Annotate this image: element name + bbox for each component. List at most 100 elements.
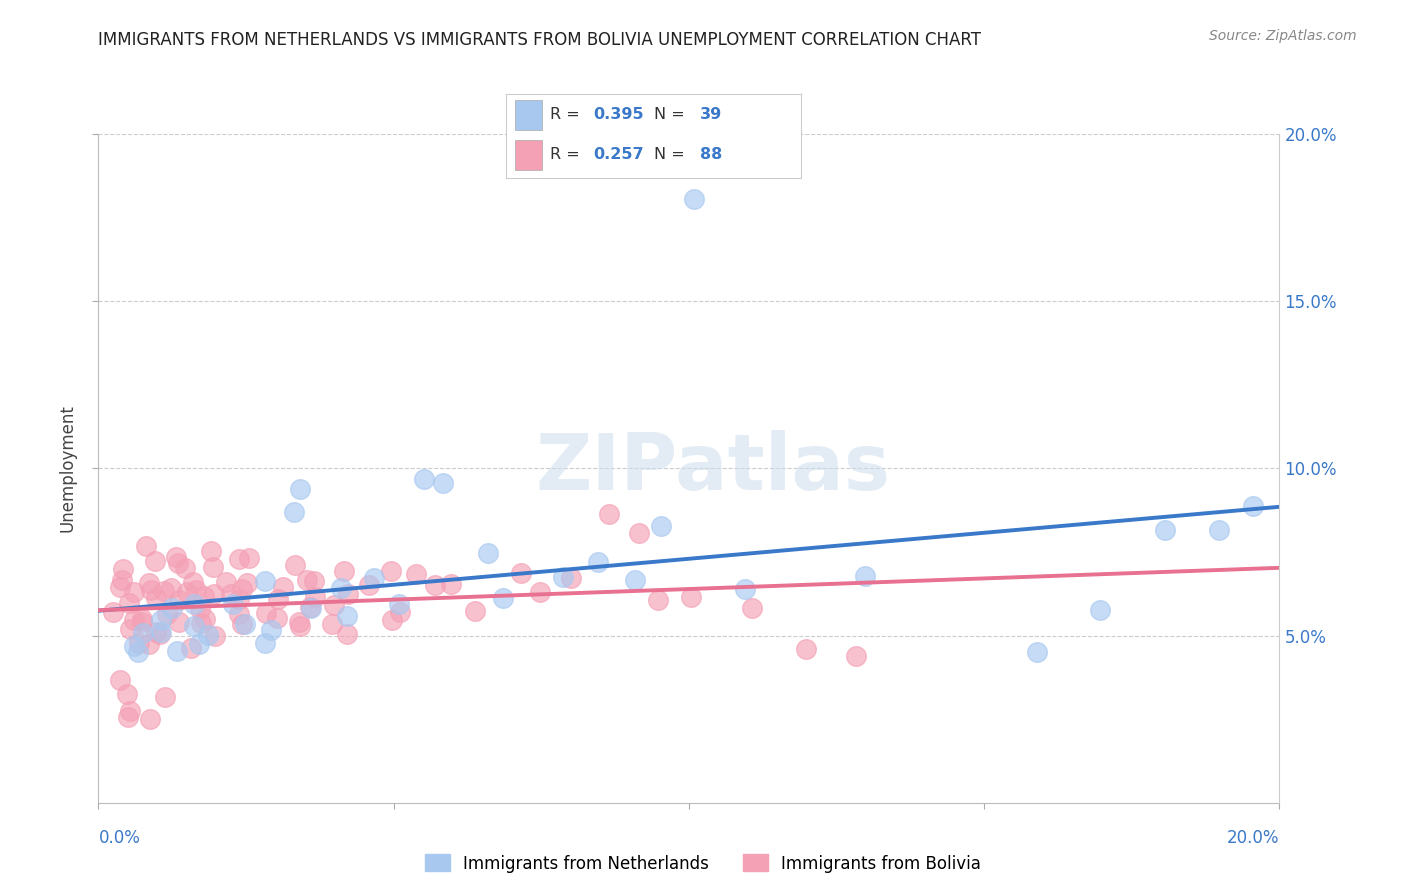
Text: Source: ZipAtlas.com: Source: ZipAtlas.com xyxy=(1209,29,1357,43)
Point xyxy=(267,591,290,606)
Legend: Immigrants from Netherlands, Immigrants from Bolivia: Immigrants from Netherlands, Immigrants … xyxy=(419,847,987,880)
Point xyxy=(160,581,183,595)
Point xyxy=(153,584,176,599)
Point xyxy=(741,600,763,615)
Point xyxy=(260,623,283,637)
Point xyxy=(1025,645,1047,659)
Point xyxy=(529,585,551,599)
Point xyxy=(122,639,145,653)
Point xyxy=(336,627,359,641)
Text: 0.395: 0.395 xyxy=(593,107,644,122)
Point xyxy=(647,593,669,607)
Point xyxy=(128,636,150,650)
Point xyxy=(586,555,609,569)
Point xyxy=(492,591,515,605)
Point xyxy=(190,615,212,630)
Point xyxy=(111,573,134,587)
Text: N =: N = xyxy=(654,147,690,162)
Point xyxy=(200,544,222,558)
Point xyxy=(139,583,162,598)
Point xyxy=(215,574,238,589)
Point xyxy=(283,505,305,519)
Point xyxy=(254,606,277,620)
Text: IMMIGRANTS FROM NETHERLANDS VS IMMIGRANTS FROM BOLIVIA UNEMPLOYMENT CORRELATION : IMMIGRANTS FROM NETHERLANDS VS IMMIGRANT… xyxy=(98,31,981,49)
Point xyxy=(299,600,322,615)
Point xyxy=(160,600,183,615)
Text: N =: N = xyxy=(654,107,690,122)
Point xyxy=(118,596,141,610)
Y-axis label: Unemployment: Unemployment xyxy=(59,404,77,533)
Point xyxy=(333,565,356,579)
Point xyxy=(231,617,253,632)
Point xyxy=(139,712,162,726)
Text: 39: 39 xyxy=(700,107,721,122)
Point xyxy=(266,611,288,625)
Point xyxy=(734,582,756,597)
Point xyxy=(188,637,211,651)
Point xyxy=(623,574,645,588)
Point xyxy=(165,549,187,564)
Point xyxy=(304,574,326,588)
Point xyxy=(138,636,160,650)
Point xyxy=(236,576,259,591)
Point xyxy=(238,551,260,566)
Text: 0.257: 0.257 xyxy=(593,147,644,162)
Point xyxy=(112,562,135,576)
Point xyxy=(284,558,307,572)
Point xyxy=(359,578,381,592)
Point xyxy=(413,471,436,485)
Point xyxy=(117,710,139,724)
Point xyxy=(1153,523,1175,537)
Point xyxy=(108,673,131,687)
Point xyxy=(321,617,343,632)
Point xyxy=(388,598,411,612)
Point xyxy=(794,642,817,657)
Point xyxy=(380,564,402,578)
Point xyxy=(153,690,176,704)
Point xyxy=(122,585,145,599)
Point xyxy=(254,574,277,588)
Point xyxy=(197,628,219,642)
Point xyxy=(120,704,142,718)
Point xyxy=(117,687,139,701)
Point xyxy=(135,539,157,553)
Point xyxy=(845,649,868,664)
Point xyxy=(271,580,294,594)
Point xyxy=(103,605,125,619)
FancyBboxPatch shape xyxy=(515,101,541,130)
Point xyxy=(193,589,215,603)
Point xyxy=(560,571,582,585)
Text: 20.0%: 20.0% xyxy=(1227,829,1279,847)
Text: R =: R = xyxy=(550,107,585,122)
Point xyxy=(231,582,253,596)
Point xyxy=(299,601,322,615)
Point xyxy=(122,613,145,627)
Point xyxy=(183,597,205,611)
Point xyxy=(145,591,167,606)
Point xyxy=(389,605,412,619)
Text: 88: 88 xyxy=(700,147,721,162)
Point xyxy=(288,619,311,633)
Point xyxy=(551,570,574,584)
Point xyxy=(167,556,190,570)
Point xyxy=(219,587,242,601)
Point xyxy=(186,582,208,597)
Point xyxy=(287,615,309,629)
Point xyxy=(336,609,359,624)
Point xyxy=(295,574,318,588)
Point xyxy=(204,629,226,643)
Point xyxy=(228,552,250,566)
Point xyxy=(169,593,191,607)
Point xyxy=(290,482,312,496)
Point xyxy=(174,561,197,575)
Point xyxy=(432,476,454,491)
Point xyxy=(233,616,256,631)
Point xyxy=(149,627,172,641)
Point xyxy=(127,645,149,659)
Point xyxy=(853,569,876,583)
Point xyxy=(323,598,346,612)
Point xyxy=(167,615,190,629)
Point xyxy=(138,576,160,591)
Point xyxy=(440,577,463,591)
Point xyxy=(166,643,188,657)
